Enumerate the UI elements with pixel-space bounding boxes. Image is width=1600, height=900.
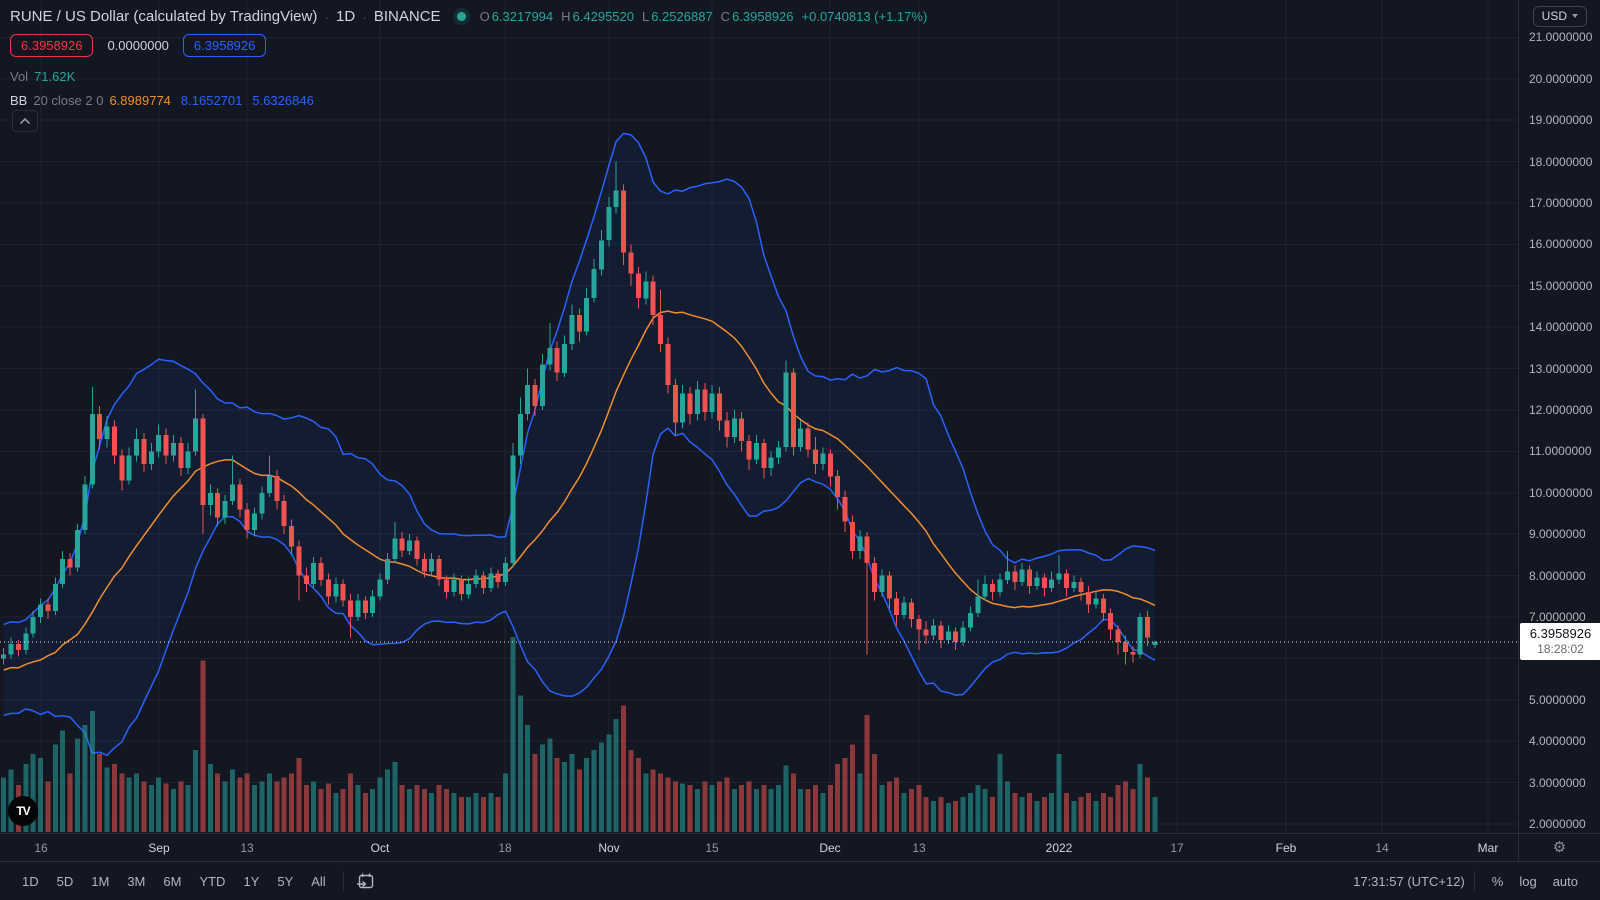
price-tick-label: 12.0000000 xyxy=(1529,403,1593,417)
price-tick-label: 9.0000000 xyxy=(1529,527,1586,542)
interval-label[interactable]: 1D xyxy=(336,8,356,25)
price-tick-label: 16.0000000 xyxy=(1529,237,1593,252)
price-axis[interactable]: USD 6.3958926 18:28:02 21.0000000 20.0000… xyxy=(1518,0,1600,833)
bb-upper-value: 8.1652701 xyxy=(180,93,243,108)
bb-basis-value: 6.8989774 xyxy=(109,93,171,108)
price-tick-label: 7.0000000 xyxy=(1529,610,1586,624)
high-value: 6.4295520 xyxy=(572,9,634,24)
exchange-label[interactable]: BINANCE xyxy=(373,8,441,25)
time-tick-label: 13 xyxy=(240,841,254,855)
separator-dot: · xyxy=(362,8,367,25)
price-tick-label: 8.0000000 xyxy=(1529,568,1586,583)
calendar-goto-icon xyxy=(356,873,373,888)
price-tick-label: 10.0000000 xyxy=(1529,485,1593,500)
open-value: 6.3217994 xyxy=(491,9,554,24)
volume-value: 71.62K xyxy=(34,69,76,84)
price-tick-label: 21.0000000 xyxy=(1529,30,1593,45)
date-range-switcher: 1D 5D 1M 3M 6M YTD 1Y 5Y All xyxy=(14,870,334,893)
currency-label: USD xyxy=(1541,9,1567,23)
market-open-dot-icon xyxy=(456,12,466,21)
range-button-6m[interactable]: 6M xyxy=(155,870,189,893)
range-button-5y[interactable]: 5Y xyxy=(269,870,301,893)
price-tick-label: 5.0000000 xyxy=(1529,692,1586,707)
time-tick-label: Dec xyxy=(819,841,841,855)
ohlc-values: O 6.3217994 H 6.4295520 L 6.2526887 C 6.… xyxy=(480,9,936,24)
time-tick-label: Nov xyxy=(598,841,620,855)
price-tick-label: 18.0000000 xyxy=(1529,154,1593,169)
low-value: 6.2526887 xyxy=(651,9,713,24)
range-button-1d[interactable]: 1D xyxy=(14,870,47,893)
range-button-5d[interactable]: 5D xyxy=(49,870,82,893)
percent-scale-button[interactable]: % xyxy=(1484,870,1512,893)
toolbar-divider xyxy=(342,871,344,891)
tradingview-logo[interactable]: TV xyxy=(8,796,38,826)
last-price-label: 6.3958926 18:28:02 xyxy=(1520,623,1600,660)
currency-selector-button[interactable]: USD xyxy=(1532,6,1587,27)
price-tick-label: 17.0000000 xyxy=(1529,196,1593,210)
price-tick-label: 2.0000000 xyxy=(1529,817,1586,831)
chevron-down-icon xyxy=(1572,14,1578,18)
time-tick-label: 13 xyxy=(912,841,926,855)
volume-label: Vol xyxy=(10,69,29,84)
bb-indicator-name[interactable]: BB xyxy=(10,93,28,108)
price-tick-label: 11.0000000 xyxy=(1529,444,1592,459)
time-tick-label: 14 xyxy=(1375,841,1389,855)
chart-plot-area[interactable]: RUNE / US Dollar (calculated by TradingV… xyxy=(0,0,1518,833)
close-value: 6.3958926 xyxy=(732,9,794,24)
clock-timezone-label[interactable]: 17:31:57 (UTC+12) xyxy=(1353,873,1465,889)
low-label: L xyxy=(641,9,650,24)
high-label: H xyxy=(561,9,571,24)
last-price-value: 6.3958926 xyxy=(1529,626,1592,641)
close-label: C xyxy=(720,9,731,24)
range-button-3m[interactable]: 3M xyxy=(119,870,153,893)
axis-settings-corner: ⚙ xyxy=(1518,833,1600,861)
range-button-ytd[interactable]: YTD xyxy=(191,870,233,893)
change-value: +0.0740813 (+1.17%) xyxy=(801,9,928,24)
sell-price-button[interactable]: 6.3958926 xyxy=(10,34,94,57)
buy-price-button[interactable]: 6.3958926 xyxy=(182,34,267,57)
bb-indicator-params: 20 close 2 0 xyxy=(33,93,104,108)
price-tick-label: 3.0000000 xyxy=(1529,775,1586,790)
price-tick-label: 20.0000000 xyxy=(1529,71,1593,86)
time-tick-label: Feb xyxy=(1275,841,1297,855)
time-tick-label: 15 xyxy=(705,841,719,855)
price-tick-label: 14.0000000 xyxy=(1529,320,1593,335)
range-button-1y[interactable]: 1Y xyxy=(235,870,267,893)
price-tick-label: 13.0000000 xyxy=(1529,361,1593,376)
bar-close-countdown: 18:28:02 xyxy=(1537,642,1584,656)
range-button-1m[interactable]: 1M xyxy=(83,870,117,893)
time-tick-label: Mar xyxy=(1477,841,1499,855)
time-tick-label: 18 xyxy=(498,841,512,855)
chevron-up-icon xyxy=(20,117,30,124)
toolbar-divider xyxy=(1473,871,1475,891)
bottom-toolbar: 1D 5D 1M 3M 6M YTD 1Y 5Y All 17:31:57 (UTC+12) %… xyxy=(0,861,1600,900)
time-tick-label: 2022 xyxy=(1045,841,1073,855)
bb-lower-value: 5.6326846 xyxy=(252,93,314,108)
auto-scale-button[interactable]: auto xyxy=(1545,870,1586,893)
range-button-all[interactable]: All xyxy=(303,870,333,893)
separator-dot: · xyxy=(324,8,330,25)
time-axis[interactable]: 16 Sep 13 Oct 18 Nov 15 Dec 13 2022 17 Feb 14 Mar xyxy=(0,833,1518,861)
time-tick-label: Sep xyxy=(148,841,170,855)
time-tick-label: 16 xyxy=(34,841,48,855)
collapse-legend-button[interactable] xyxy=(12,110,38,132)
time-tick-label: 17 xyxy=(1170,841,1184,855)
spread-value: 0.0000000 xyxy=(107,38,169,53)
log-scale-button[interactable]: log xyxy=(1511,870,1544,893)
chart-legend: RUNE / US Dollar (calculated by TradingV… xyxy=(10,6,935,108)
open-label: O xyxy=(479,9,490,24)
price-tick-label: 4.0000000 xyxy=(1529,734,1586,749)
price-tick-label: 15.0000000 xyxy=(1529,278,1593,293)
gear-icon[interactable]: ⚙ xyxy=(1552,838,1567,856)
symbol-title[interactable]: RUNE / US Dollar (calculated by TradingV… xyxy=(10,8,318,25)
candlestick-chart[interactable] xyxy=(0,0,1518,833)
goto-date-button[interactable] xyxy=(353,869,378,894)
time-tick-label: Oct xyxy=(370,841,390,855)
price-tick-label: 19.0000000 xyxy=(1529,113,1593,128)
